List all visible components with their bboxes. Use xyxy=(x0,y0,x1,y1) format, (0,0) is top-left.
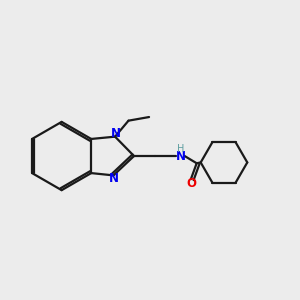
Text: N: N xyxy=(176,149,186,163)
Text: H: H xyxy=(177,144,185,154)
Text: N: N xyxy=(110,127,121,140)
Text: O: O xyxy=(186,177,196,190)
Text: N: N xyxy=(109,172,118,185)
